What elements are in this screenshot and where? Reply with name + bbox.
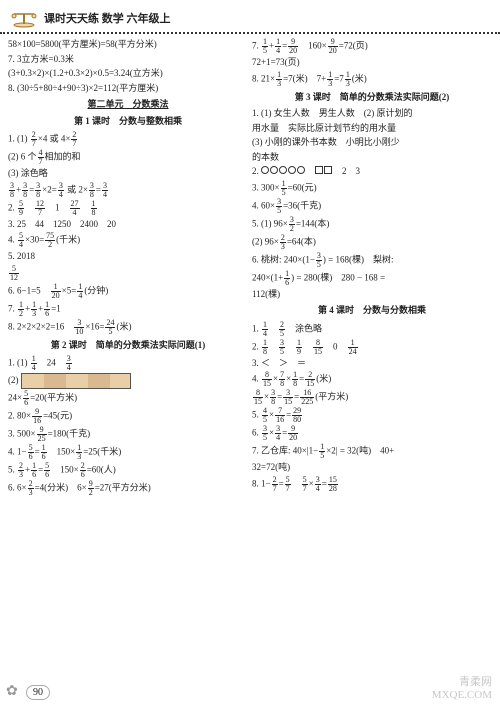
text-line: 3. 500×925=180(千克)	[8, 426, 248, 443]
text-line: 6. 35×34=920	[252, 425, 492, 442]
watermark-line2: MXQE.COM	[432, 689, 492, 702]
text-line: (3+0.3×2)×(1.2+0.3×2)×0.5=3.24(立方米)	[8, 67, 248, 81]
stripe-box	[21, 373, 131, 389]
text-line: 7. 12+13+16=1	[8, 301, 248, 318]
text-line: 7. 乙仓库: 40×|1−15×2| = 32(吨) 40+	[252, 443, 492, 460]
section-title: 第 3 课时 简单的分数乘法实际问题(2)	[252, 91, 492, 105]
text-line: 3. 25 44 1250 2400 20	[8, 218, 248, 232]
text-line: 8. (30÷5+80÷4+90÷3)×2=112(平方厘米)	[8, 82, 248, 96]
text-line: 2. 59 127 1 274 18	[8, 200, 248, 217]
content-container: 58×100=5800(平方厘米)=58(平方分米)7. 3立方米=0.3米(3…	[0, 38, 500, 498]
text-line: 8. 21×13=7(米) 7+13=713(米)	[252, 71, 492, 88]
text-line: 3. 300×15=60(元)	[252, 180, 492, 197]
text-line: 58×100=5800(平方厘米)=58(平方分米)	[8, 38, 248, 52]
text-line: 512	[8, 265, 248, 282]
text-line: 2. 2 3	[252, 165, 492, 179]
text-line: 1. (1) 14 24 34	[8, 355, 248, 372]
text-line: 7. 3立方米=0.3米	[8, 53, 248, 67]
text-line: (3) 小刚的课外书本数 小明比小刚少	[252, 136, 492, 150]
text-line: 6. 6×23=4(分米) 6×92=27(平方分米)	[8, 480, 248, 497]
text-line: 4. 60×35=36(千克)	[252, 198, 492, 215]
section-title: 第 4 课时 分数与分数相乘	[252, 304, 492, 318]
text-line: (3) 涂色略	[8, 167, 248, 181]
text-line: 3. ＜ ＞ ＝	[252, 357, 492, 371]
text-line: 5. (1) 96×32=144(本)	[252, 216, 492, 233]
text-line: 112(棵)	[252, 288, 492, 302]
text-line: (2) 96×23=64(本)	[252, 234, 492, 251]
page-header: 课时天天练 数学 六年级上	[0, 0, 500, 34]
text-line: (2) 6 个47相加的和	[8, 149, 248, 166]
text-line: 240×(1+16) = 280(棵) 280 − 168 =	[252, 270, 492, 287]
unit-title: 第二单元 分数乘法	[8, 98, 248, 112]
text-line: (2)	[8, 373, 248, 389]
text-line: 1. (1) 女生人数 男生人数 (2) 原计划的	[252, 107, 492, 121]
shape-row	[261, 165, 333, 179]
right-column: 7. 15+14=920 160×920=72(页)72+1=73(页)8. 2…	[252, 38, 492, 498]
watermark: 青柔网 MXQE.COM	[432, 676, 492, 702]
text-line: 5. 45×716=2980	[252, 407, 492, 424]
text-line: 6. 6−1=5 120×5=14(分钟)	[8, 283, 248, 300]
footer-decor-icon: ✿	[6, 683, 18, 700]
text-line: 4. 1−56=16 150×13=25(千米)	[8, 444, 248, 461]
text-line: 2. 80×916=45(元)	[8, 408, 248, 425]
text-line: 8. 1−27=57 57×34=1528	[252, 476, 492, 493]
text-line: 72+1=73(页)	[252, 56, 492, 70]
text-line: 1. (1) 27×4 或 4×27	[8, 131, 248, 148]
text-line: 2. 18 35 19 815 0 124	[252, 339, 492, 356]
header-title: 课时天天练 数学 六年级上	[44, 10, 171, 26]
section-title: 第 2 课时 简单的分数乘法实际问题(1)	[8, 339, 248, 353]
watermark-line1: 青柔网	[432, 676, 492, 689]
left-column: 58×100=5800(平方厘米)=58(平方分米)7. 3立方米=0.3米(3…	[8, 38, 248, 498]
text-line: 5. 2018	[8, 250, 248, 264]
text-line: 24×56=20(平方米)	[8, 390, 248, 407]
text-line: 1. 14 25 涂色略	[252, 321, 492, 338]
text-line: 的本数	[252, 151, 492, 165]
text-line: 6. 桃树: 240×(1−35) = 168(棵) 梨树:	[252, 252, 492, 269]
page-number: 90	[26, 685, 50, 700]
text-line: 815×38=315=16225(平方米)	[252, 389, 492, 406]
text-line: 5. 23+16=56 150×26=60(人)	[8, 462, 248, 479]
section-title: 第 1 课时 分数与整数相乘	[8, 115, 248, 129]
text-line: 38+38=38×2=34 或 2×38=34	[8, 182, 248, 199]
scale-icon	[10, 8, 38, 28]
text-line: 4. 54×30=752(千米)	[8, 232, 248, 249]
text-line: 7. 15+14=920 160×920=72(页)	[252, 38, 492, 55]
text-line: 用水量 实际比原计划节约的用水量	[252, 122, 492, 136]
text-line: 4. 815×78×18=215(米)	[252, 371, 492, 388]
text-line: 8. 2×2×2×2=16 310×16=245(米)	[8, 319, 248, 336]
text-line: 32=72(吨)	[252, 461, 492, 475]
